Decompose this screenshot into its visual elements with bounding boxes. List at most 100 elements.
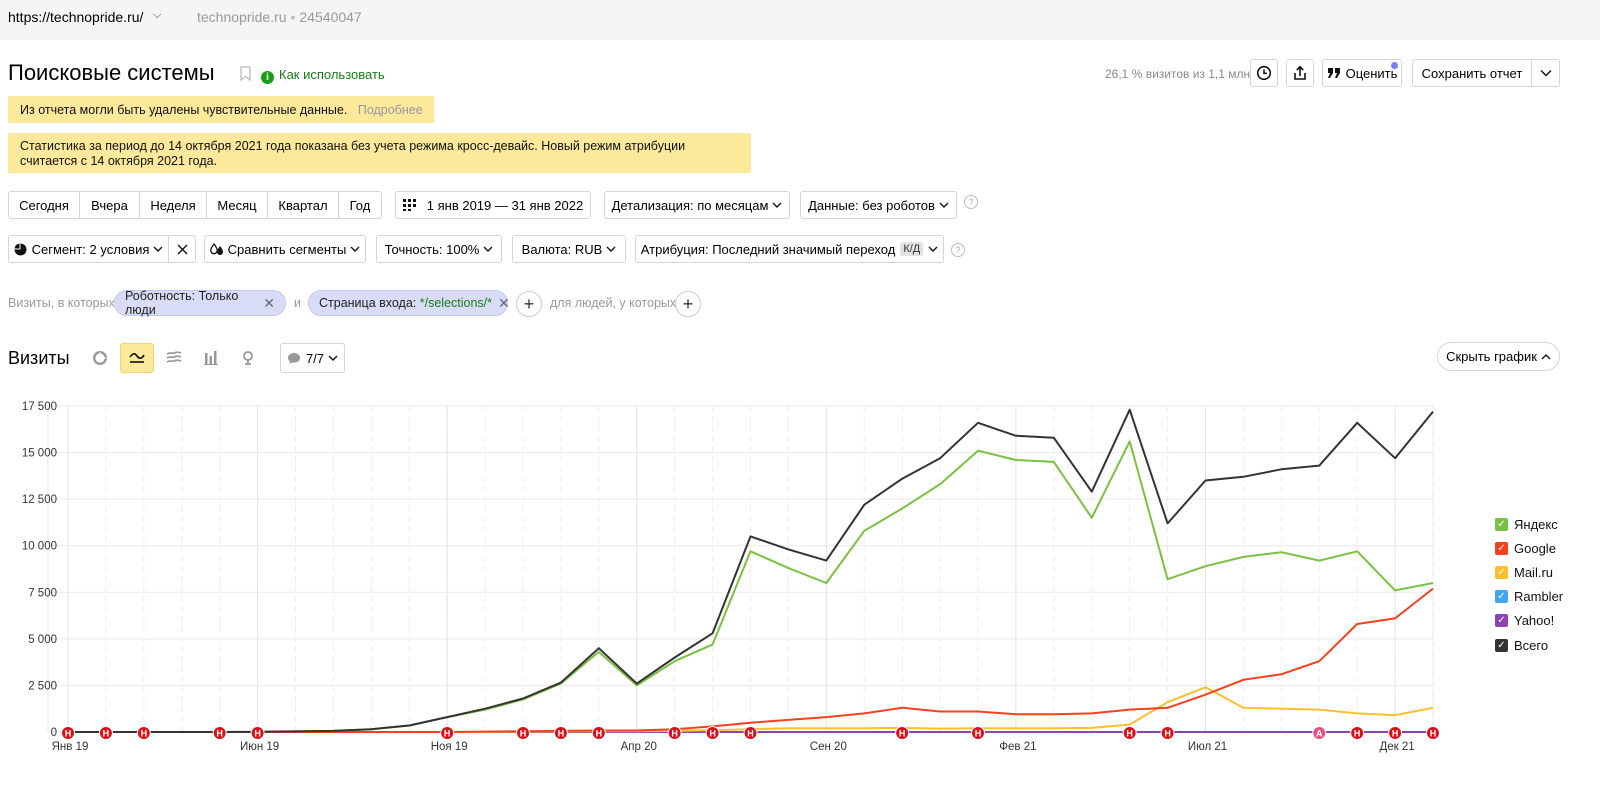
hide-graph-label: Скрыть график [1446,349,1537,364]
legend-item-total[interactable]: ✓ Всего [1495,633,1563,657]
history-button[interactable] [1250,59,1278,87]
bookmark-icon[interactable] [240,66,251,81]
conditions-suffix: для людей, у которых [550,296,677,310]
counter-info: technopride.ru • 24540047 [197,9,362,25]
chevron-down-icon [483,246,493,252]
period-month[interactable]: Месяц [206,191,268,219]
segment-dropdown[interactable]: Сегмент: 2 условия [8,235,169,263]
sensitive-data-more-link[interactable]: Подробнее [357,103,423,117]
period-today[interactable]: Сегодня [8,191,80,219]
chevron-down-icon[interactable]: ⌵ [153,9,162,21]
segment-clear-button[interactable] [168,235,196,263]
y-tick-label: 2 500 [28,680,57,692]
legend-item-google[interactable]: ✓ Google [1495,536,1563,560]
comment-icon [287,352,300,364]
checkbox-checked-icon: ✓ [1495,614,1508,628]
save-report-button[interactable]: Сохранить отчет [1412,59,1532,87]
info-icon: i [261,71,274,84]
remove-filter-icon[interactable]: ✕ [498,294,510,311]
drops-icon [209,242,223,255]
legend-item-mailru[interactable]: ✓ Mail.ru [1495,560,1563,584]
legend-label: Yahoo! [1514,613,1555,629]
chart-type-area[interactable] [157,343,191,373]
compare-segments-dropdown[interactable]: Сравнить сегменты [204,235,366,263]
pie-segment-icon [14,243,27,255]
legend-label: Rambler [1514,589,1564,605]
detail-dropdown[interactable]: Детализация: по месяцам [604,191,790,219]
annotation-label: Н [747,729,754,739]
annotation-marker [212,726,227,740]
add-condition-button[interactable]: + [516,291,542,317]
data-filter-dropdown[interactable]: Данные: без роботов [800,191,957,219]
chevron-down-icon [928,246,938,252]
checkbox-checked-icon: ✓ [1495,590,1508,604]
filter-chip-entry-page[interactable]: Страница входа: */selections/* ✕ [308,290,510,316]
annotation-marker [61,726,75,740]
conditions-prefix: Визиты, в которых [8,296,115,310]
add-user-condition-button[interactable]: + [675,291,701,317]
annotation-label: Н [141,729,148,739]
share-icon [1294,65,1306,80]
annotation-marker [743,726,758,740]
chart-type-map[interactable] [232,343,266,373]
chevron-down-icon [606,246,616,252]
attribution-dropdown[interactable]: Атрибуция: Последний значимый переход К/… [635,235,944,263]
legend-item-yandex[interactable]: ✓ Яндекс [1495,512,1563,536]
checkbox-checked-icon: ✓ [1495,541,1508,555]
currency-dropdown[interactable]: Валюта: RUB [512,235,626,263]
x-tick-label: Апр 20 [621,741,657,753]
legend-item-rambler[interactable]: ✓ Rambler [1495,585,1563,609]
filter-chip-label: Страница входа: [319,296,420,310]
page-title: Поисковые системы [8,60,215,85]
chevron-down-icon [153,246,163,252]
period-quarter[interactable]: Квартал [267,191,339,219]
conditions-connector: и [294,296,301,310]
chart-type-pie[interactable] [83,343,117,373]
how-to-use-label: Как использовать [279,67,385,82]
crossdevice-banner: Статистика за период до 14 октября 2021 … [8,133,751,173]
annotation-marker [1312,726,1327,740]
help-icon[interactable]: ? [964,195,978,209]
period-year[interactable]: Год [338,191,382,219]
sensitive-data-text: Из отчета могли быть удалены чувствитель… [20,103,348,117]
annotation-label: Н [1430,729,1437,739]
x-tick-label: Июн 19 [240,741,279,753]
annotation-label: Н [1164,729,1171,739]
remove-filter-icon[interactable]: ✕ [263,294,275,311]
period-yesterday[interactable]: Вчера [79,191,140,219]
detail-label: Детализация: по месяцам [611,197,769,213]
x-tick-label: Ноя 19 [431,741,468,753]
save-options-button[interactable] [1531,59,1560,87]
filter-chip-robotness[interactable]: Роботность: Только люди ✕ [114,289,286,317]
help-icon[interactable]: ? [951,243,965,257]
chart-type-columns[interactable] [194,343,228,373]
legend-label: Яндекс [1514,516,1558,532]
rate-button[interactable]: Оценить [1322,59,1402,87]
x-tick-label: Июл 21 [1188,741,1227,753]
annotation-marker [1350,726,1365,740]
site-name: technopride.ru [197,9,287,25]
accuracy-label: Точность: 100% [384,241,480,257]
legend-item-yahoo[interactable]: ✓ Yahoo! [1495,609,1563,633]
data-filter-label: Данные: без роботов [808,197,935,213]
y-tick-label: 12 500 [22,494,57,506]
export-button[interactable] [1286,59,1314,87]
notes-dropdown[interactable]: 7/7 [280,343,345,373]
chevron-down-icon [1539,69,1552,77]
date-range-picker[interactable]: 1 янв 2019 — 31 янв 2022 [395,191,591,219]
chevron-down-icon [939,202,949,208]
close-icon [177,244,187,254]
calendar-icon [402,199,416,211]
hide-graph-button[interactable]: Скрыть график [1437,342,1560,371]
how-to-use-link[interactable]: i Как использовать [261,67,385,84]
chart-type-line[interactable] [120,343,154,373]
attribution-label: Атрибуция: Последний значимый переход [640,241,896,257]
y-tick-label: 7 500 [28,587,57,599]
accuracy-dropdown[interactable]: Точность: 100% [376,235,502,263]
series-line-2 [68,686,1434,733]
filter-chip-label: Роботность: Только люди [125,289,239,317]
annotation-label: Н [671,729,678,739]
period-week[interactable]: Неделя [139,191,207,219]
y-tick-label: 5 000 [28,634,57,646]
site-url[interactable]: https://technopride.ru/ [8,9,144,25]
